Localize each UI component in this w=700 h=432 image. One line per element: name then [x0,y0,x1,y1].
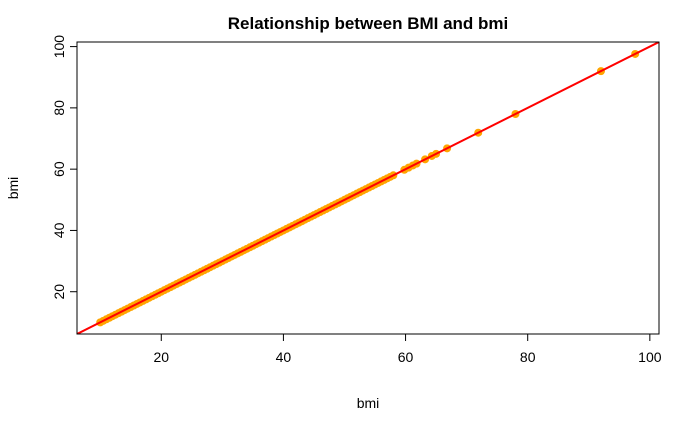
fit-line [77,42,659,334]
y-axis-label: bmi [5,177,21,200]
plot-area [77,42,659,334]
x-tick-label: 100 [638,349,662,365]
axes: 20 40 60 80 100 20 40 60 80 100 [51,35,662,365]
chart-title: Relationship between BMI and bmi [228,14,509,33]
x-tick-label: 20 [153,349,169,365]
y-tick-label: 100 [51,35,67,59]
y-tick-label: 20 [51,284,67,300]
x-tick-label: 40 [276,349,292,365]
x-tick-label: 60 [398,349,414,365]
x-tick-label: 80 [520,349,536,365]
y-tick-label: 80 [51,100,67,116]
y-tick-label: 60 [51,161,67,177]
y-tick-label: 40 [51,222,67,238]
x-axis-label: bmi [357,395,380,411]
